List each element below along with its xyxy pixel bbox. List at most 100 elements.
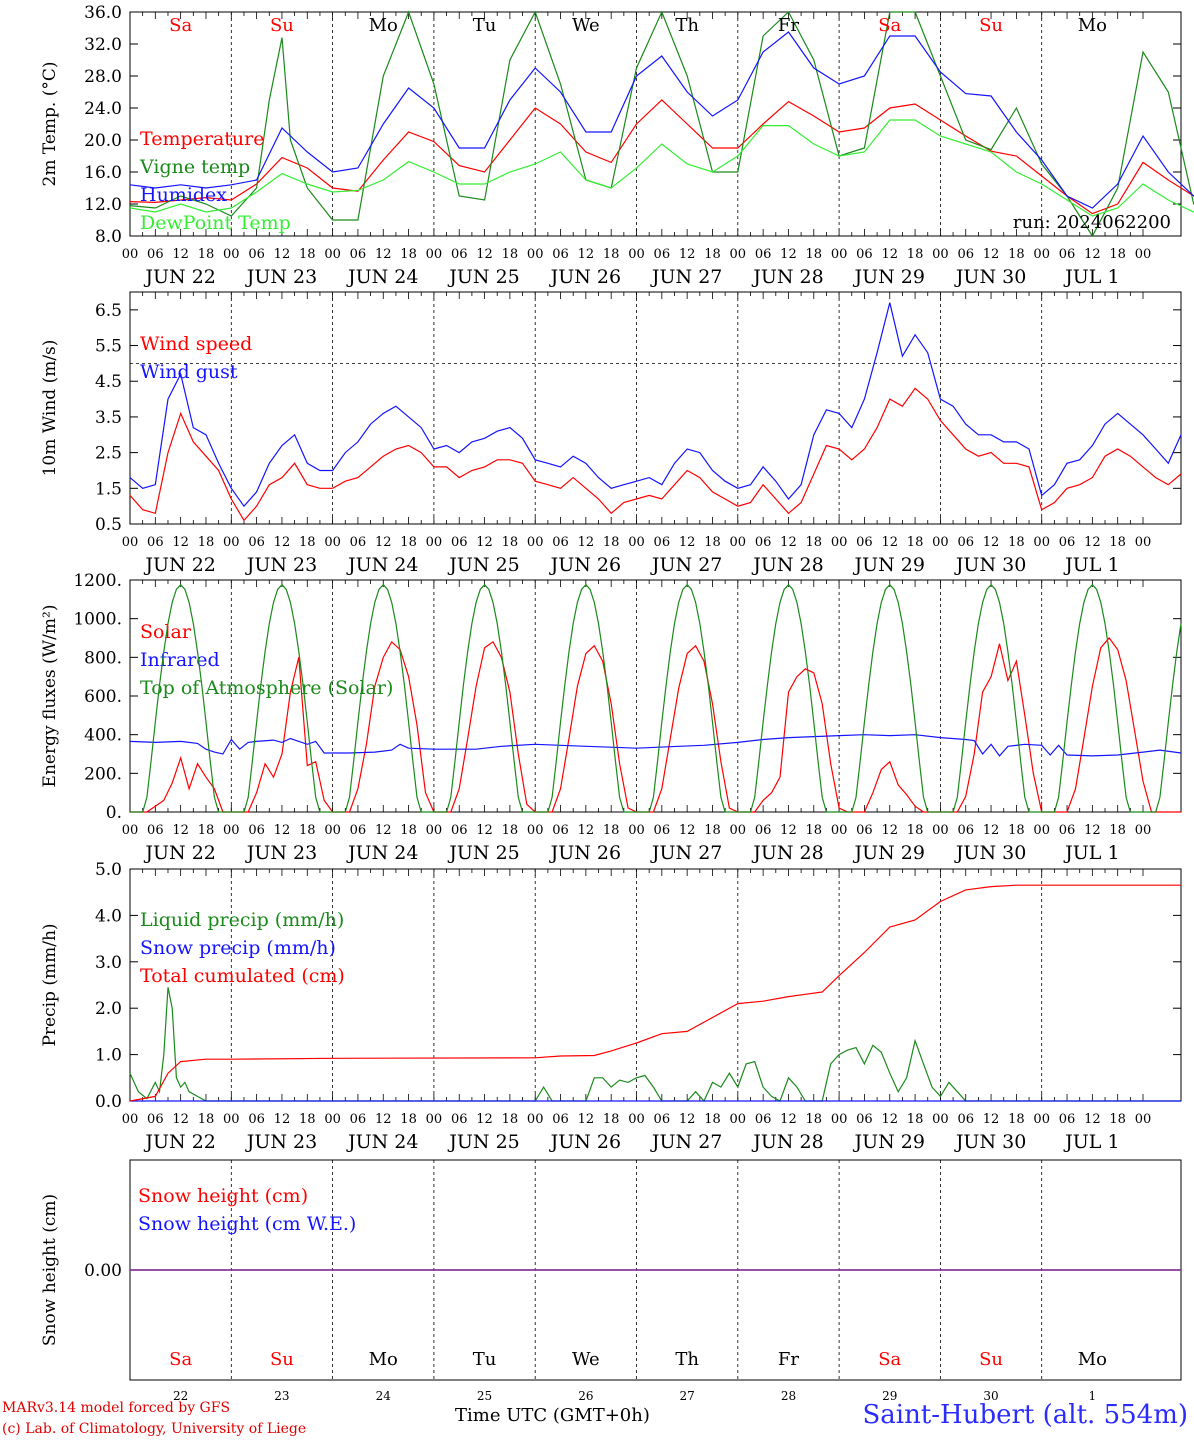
hour-label: 06: [552, 535, 569, 550]
hour-label: 18: [704, 1112, 721, 1127]
y-tick-label: 0.0: [95, 1092, 122, 1112]
hour-label: 00: [831, 1112, 848, 1127]
hour-label: 00: [426, 247, 443, 262]
day-label: JUN 27: [650, 554, 722, 576]
hour-label: 12: [578, 823, 595, 838]
day-number: 22: [173, 1389, 188, 1403]
legend-entry: Temperature: [140, 128, 264, 150]
hour-label: 18: [400, 823, 417, 838]
legend-entry: Total cumulated (cm): [140, 965, 345, 987]
hour-label: 18: [1008, 1112, 1025, 1127]
hour-label: 06: [654, 1112, 671, 1127]
day-label: JUN 25: [447, 1131, 519, 1153]
day-label: JUN 25: [447, 842, 519, 864]
day-label: JUN 28: [751, 1131, 823, 1153]
hour-label: 00: [426, 1112, 443, 1127]
hour-label: 00: [122, 823, 139, 838]
series-line-infrared: [129, 734, 1182, 757]
weekday-label: Su: [270, 1349, 294, 1370]
hour-label: 12: [476, 1112, 493, 1127]
y-tick-label: 200.: [84, 764, 122, 784]
hour-label: 18: [704, 247, 721, 262]
hour-label: 00: [122, 247, 139, 262]
y-tick-label: 3.0: [95, 953, 122, 973]
hour-label: 06: [350, 823, 367, 838]
weekday-label: We: [572, 1349, 600, 1370]
weekday-label: We: [572, 15, 600, 36]
hour-label: 18: [198, 1112, 215, 1127]
y-axis-label: Energy fluxes (W/m²): [40, 605, 60, 788]
hour-label: 18: [400, 1112, 417, 1127]
day-number: 1: [1089, 1389, 1097, 1403]
hour-label: 06: [1059, 247, 1076, 262]
hour-label: 00: [1033, 823, 1050, 838]
hour-label: 06: [552, 247, 569, 262]
hour-label: 18: [299, 247, 316, 262]
hour-label: 12: [1084, 823, 1101, 838]
hour-label: 06: [552, 1112, 569, 1127]
legend-entry: Liquid precip (mm/h): [140, 909, 344, 931]
hour-label: 00: [223, 247, 240, 262]
series-line-liquid-precip-mm-h-: [129, 987, 1181, 1103]
time-axis-label: Time UTC (GMT+0h): [455, 1405, 650, 1426]
hour-label: 00: [223, 535, 240, 550]
hour-label: 00: [730, 247, 747, 262]
weekday-label: Sa: [878, 1349, 901, 1370]
y-tick-label: 800.: [84, 648, 122, 668]
day-label: JUN 23: [245, 266, 317, 288]
hour-label: 12: [375, 1112, 392, 1127]
legend-entry: Snow height (cm W.E.): [138, 1213, 356, 1235]
hour-label: 00: [730, 535, 747, 550]
hour-label: 00: [426, 535, 443, 550]
hour-label: 06: [451, 823, 468, 838]
y-axis-label: 10m Wind (m/s): [40, 340, 60, 477]
day-label: JUL 1: [1063, 1131, 1119, 1153]
hour-label: 06: [451, 1112, 468, 1127]
hour-label: 12: [679, 1112, 696, 1127]
weekday-label: Th: [675, 1349, 699, 1370]
hour-label: 18: [1109, 247, 1126, 262]
hour-label: 12: [172, 247, 189, 262]
y-tick-label: 1000.: [73, 610, 122, 630]
hour-label: 00: [1033, 535, 1050, 550]
y-axis-label: 2m Temp. (°C): [40, 61, 60, 186]
hour-label: 06: [957, 247, 974, 262]
hour-label: 00: [932, 1112, 949, 1127]
legend-entry: Wind gust: [140, 361, 238, 383]
hour-label: 12: [274, 247, 291, 262]
day-number: 25: [477, 1389, 492, 1403]
hour-label: 12: [679, 247, 696, 262]
hour-label: 18: [603, 1112, 620, 1127]
hour-label: 12: [1084, 1112, 1101, 1127]
hour-label: 12: [375, 535, 392, 550]
y-tick-label: 24.0: [84, 99, 122, 119]
day-number: 29: [882, 1389, 897, 1403]
hour-label: 12: [780, 247, 797, 262]
hour-label: 18: [502, 1112, 519, 1127]
hour-label: 18: [806, 1112, 823, 1127]
hour-label: 18: [806, 535, 823, 550]
y-tick-label: 16.0: [84, 163, 122, 183]
hour-label: 00: [628, 823, 645, 838]
y-tick-label: 1.5: [95, 479, 122, 499]
y-axis-label: Precip (mm/h): [40, 923, 60, 1046]
day-number: 26: [578, 1389, 593, 1403]
hour-label: 06: [856, 1112, 873, 1127]
series-line-dewpoint-temp: [129, 119, 1194, 217]
hour-label: 12: [881, 1112, 898, 1127]
weekday-label: Mo: [369, 15, 398, 36]
panel-3: 0. 200. 400. 600. 800. 1000. 1200. Energy fluxe…: [40, 571, 1182, 864]
series-line-wind-gust: [129, 302, 1182, 508]
hour-label: 00: [527, 1112, 544, 1127]
panel-4: 0.0 1.0 2.0 3.0 4.0 5.0 Precip (mm/h) Liquid pr…: [40, 860, 1182, 1153]
hour-label: 12: [983, 535, 1000, 550]
plot-frame: [129, 291, 1182, 525]
hour-label: 18: [502, 823, 519, 838]
day-label: JUL 1: [1063, 554, 1119, 576]
hour-label: 06: [451, 535, 468, 550]
hour-label: 18: [1008, 247, 1025, 262]
hour-label: 18: [907, 535, 924, 550]
day-label: JUN 24: [346, 554, 418, 576]
hour-label: 00: [932, 535, 949, 550]
hour-label: 18: [806, 823, 823, 838]
